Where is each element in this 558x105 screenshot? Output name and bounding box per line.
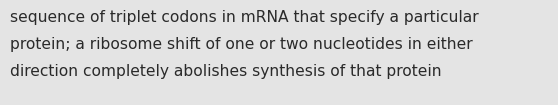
- Text: protein; a ribosome shift of one or two nucleotides in either: protein; a ribosome shift of one or two …: [10, 37, 473, 52]
- Text: sequence of triplet codons in mRNA that specify a particular: sequence of triplet codons in mRNA that …: [10, 10, 479, 25]
- Text: direction completely abolishes synthesis of that protein: direction completely abolishes synthesis…: [10, 64, 441, 79]
